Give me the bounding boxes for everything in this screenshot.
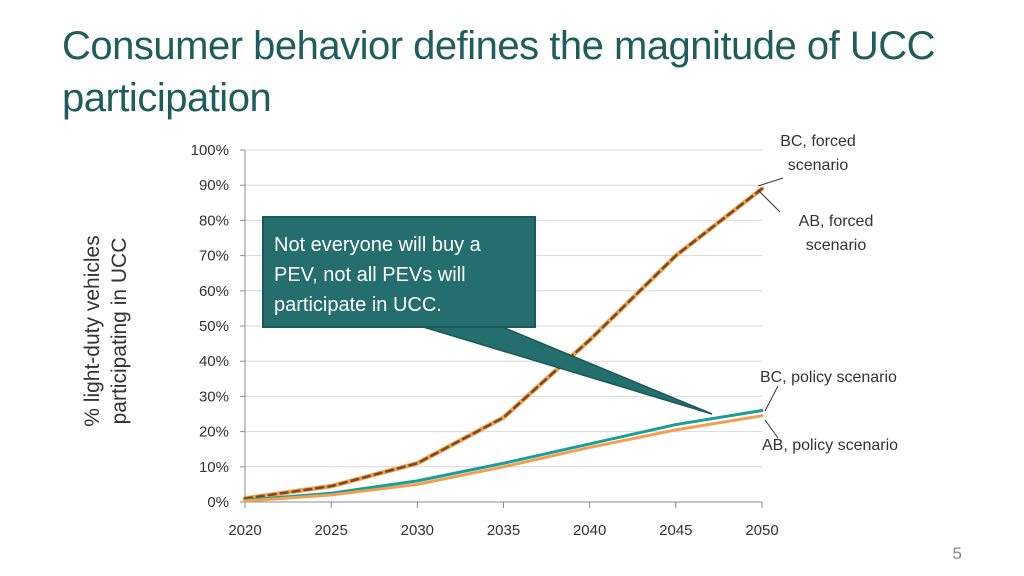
x-tick-label: 2030 <box>401 522 434 539</box>
leader-bc-policy <box>764 385 779 412</box>
callout-pointer <box>419 325 713 415</box>
series-line-bc-forced-scenario <box>243 187 764 500</box>
leader-ab-policy <box>764 419 779 439</box>
x-tick-label: 2045 <box>659 522 692 539</box>
x-tick-label: 2040 <box>573 522 606 539</box>
annotation-ab-forced-line-1: AB, forced <box>798 213 874 230</box>
annotation-ab-policy: AB, policy scenario <box>762 437 899 454</box>
annotation-leader-lines <box>757 177 784 439</box>
annotation-ab-forced: AB, forced scenario <box>774 210 898 258</box>
annotation-bc-forced-line-2: scenario <box>787 157 849 174</box>
x-tick-label: 2035 <box>487 522 520 539</box>
leader-bc-forced <box>757 177 784 187</box>
y-tick-label: 50% <box>199 318 229 335</box>
y-tick-label: 10% <box>199 459 229 476</box>
x-tick-labels: 2020 2025 2030 2035 2040 2045 2050 <box>228 522 778 539</box>
x-tick-label: 2025 <box>314 522 347 539</box>
page-number: 5 <box>952 544 962 563</box>
y-tick-label: 30% <box>199 388 229 405</box>
y-tick-label: 70% <box>199 248 229 265</box>
series-lines <box>242 186 765 503</box>
x-tick-label: 2050 <box>745 522 778 539</box>
y-tick-label: 0% <box>207 494 229 511</box>
series-line-bc-policy-scenario <box>243 408 764 502</box>
callout-box: Not everyone will buy a PEV, not all PEV… <box>262 216 536 328</box>
y-tick-label: 20% <box>199 424 229 441</box>
series-line-ab-policy-scenario <box>243 414 764 503</box>
y-tick-label: 100% <box>191 142 229 159</box>
axes <box>240 149 763 508</box>
y-tick-labels: 0% 10% 20% 30% 40% 50% 60% 70% 80% 90% 100% <box>191 142 229 511</box>
leader-ab-forced <box>757 189 781 213</box>
annotation-bc-forced: BC, forced scenario <box>756 130 880 178</box>
slide-title: Consumer behavior defines the magnitude … <box>62 24 936 120</box>
annotation-bc-forced-line-1: BC, forced <box>780 133 856 150</box>
annotation-ab-forced-line-2: scenario <box>805 237 867 254</box>
annotation-bc-policy: BC, policy scenario <box>760 369 897 386</box>
y-tick-label: 40% <box>199 353 229 370</box>
y-tick-label: 80% <box>199 212 229 229</box>
x-tick-label: 2020 <box>228 522 261 539</box>
y-tick-label: 60% <box>199 283 229 300</box>
y-tick-label: 90% <box>199 177 229 194</box>
